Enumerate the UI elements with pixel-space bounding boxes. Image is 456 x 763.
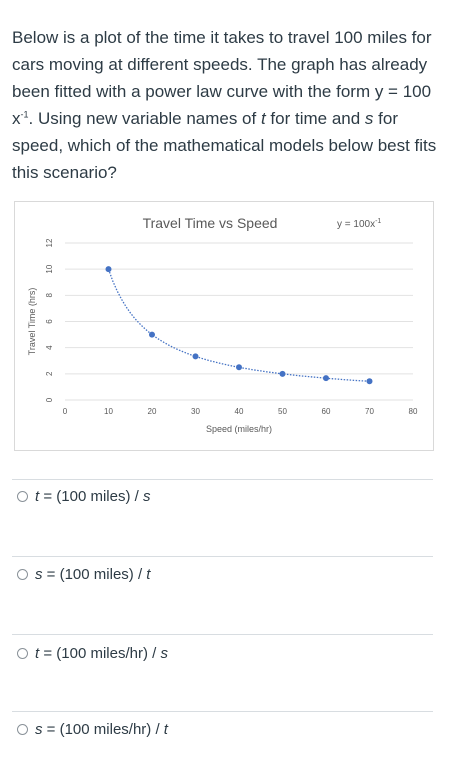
chart-svg: Travel Time vs Speed y = 100x-1 0 2 4 6 8 10 12 0… bbox=[27, 215, 418, 434]
question-part2: . Using new variable names of bbox=[28, 109, 261, 128]
radio-button[interactable] bbox=[17, 648, 28, 659]
separator bbox=[12, 556, 433, 557]
question-part4: for speed, which of the mathematical mod… bbox=[12, 109, 437, 182]
x-tick-label: 30 bbox=[191, 407, 200, 416]
data-point bbox=[366, 378, 373, 385]
option-label: t = (100 miles/hr) / s bbox=[35, 645, 168, 662]
separator bbox=[12, 711, 433, 712]
option-label: s = (100 miles/hr) / t bbox=[35, 721, 168, 738]
answer-option-1[interactable]: t = (100 miles) / s bbox=[17, 488, 150, 505]
data-point bbox=[192, 353, 199, 360]
y-tick-label: 4 bbox=[45, 345, 54, 350]
data-point bbox=[323, 375, 329, 382]
x-tick-label: 50 bbox=[278, 407, 287, 416]
question-text: Below is a plot of the time it takes to … bbox=[12, 24, 437, 186]
x-axis-title: Speed (miles/hr) bbox=[206, 424, 272, 434]
question-part3: for time and bbox=[265, 109, 365, 128]
question-part1: Below is a plot of the time it takes to … bbox=[12, 28, 432, 128]
answer-option-2[interactable]: s = (100 miles) / t bbox=[17, 566, 150, 583]
question-var-s: s bbox=[364, 109, 374, 128]
separator bbox=[12, 634, 433, 635]
data-point bbox=[279, 370, 286, 377]
radio-button[interactable] bbox=[17, 569, 28, 580]
question-exponent: -1 bbox=[20, 109, 29, 120]
x-tick-label: 60 bbox=[322, 407, 331, 416]
x-tick-label: 10 bbox=[104, 407, 113, 416]
x-tick-label: 80 bbox=[409, 407, 418, 416]
x-tick-label: 70 bbox=[365, 407, 374, 416]
y-axis-title: Travel Time (hrs) bbox=[27, 288, 37, 356]
y-tick-label: 6 bbox=[45, 319, 54, 324]
x-tick-label: 40 bbox=[235, 407, 244, 416]
option-label: t = (100 miles) / s bbox=[35, 488, 151, 505]
answer-option-4[interactable]: s = (100 miles/hr) / t bbox=[17, 721, 168, 738]
trendline-equation: y = 100x-1 bbox=[337, 218, 381, 230]
option-label: s = (100 miles) / t bbox=[35, 566, 151, 583]
y-tick-label: 0 bbox=[45, 397, 54, 402]
question-var-t: t bbox=[260, 109, 266, 128]
separator bbox=[12, 479, 433, 480]
data-point bbox=[236, 364, 242, 371]
data-point bbox=[105, 266, 112, 273]
x-tick-label: 0 bbox=[63, 407, 68, 416]
chart-title: Travel Time vs Speed bbox=[143, 215, 278, 231]
data-point bbox=[149, 331, 155, 338]
y-tick-label: 12 bbox=[45, 238, 54, 247]
y-tick-label: 8 bbox=[45, 293, 54, 298]
x-tick-label: 20 bbox=[148, 407, 157, 416]
answer-option-3[interactable]: t = (100 miles/hr) / s bbox=[17, 645, 168, 662]
y-tick-label: 10 bbox=[45, 264, 54, 273]
radio-button[interactable] bbox=[17, 724, 28, 735]
radio-button[interactable] bbox=[17, 491, 28, 502]
y-tick-label: 2 bbox=[45, 371, 54, 376]
chart-container: Travel Time vs Speed y = 100x-1 0 2 4 6 8 10 12 0… bbox=[14, 201, 434, 451]
